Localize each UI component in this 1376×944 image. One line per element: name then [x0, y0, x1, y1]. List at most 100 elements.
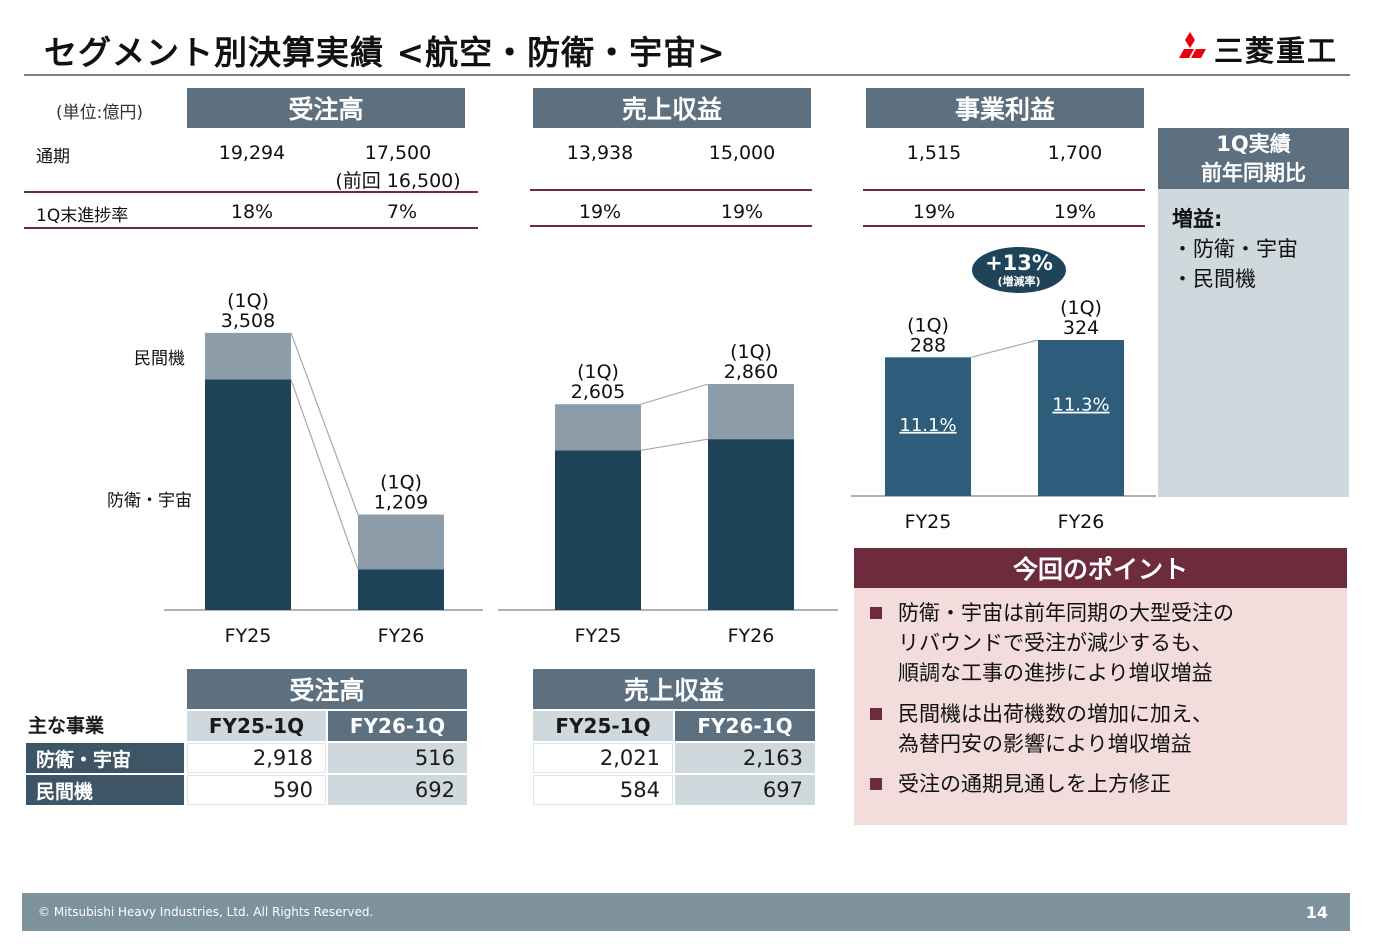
page-number: 14: [1305, 902, 1328, 922]
footer: © Mitsubishi Heavy Industries, Ltd. All …: [22, 893, 1350, 931]
x-tick-label: FY25: [225, 625, 272, 647]
revenue-defense-fy26: 2,163: [675, 743, 815, 773]
yoy-panel-body: 増益: ・防衛・宇宙 ・民間機: [1172, 204, 1298, 294]
yoy-head-line1: 1Q実績: [1216, 131, 1291, 156]
margin-label: 11.3%: [1052, 395, 1109, 416]
bar-segment: [708, 439, 794, 610]
profit-header: 事業利益: [866, 88, 1144, 128]
orders-fy25-progress: 18%: [230, 201, 274, 223]
key-points-body: 防衛・宇宙は前年同期の大型受注の リバウンドで受注が減少するも、 順調な工事の進…: [854, 588, 1347, 825]
total-label-prefix: (1Q): [380, 472, 422, 494]
x-tick-label: FY26: [728, 625, 775, 647]
connector-line: [640, 383, 709, 405]
revenue-fy26-progress: 19%: [720, 201, 764, 223]
bar-segment: [358, 569, 444, 610]
yoy-panel-header: 1Q実績 前年同期比: [1158, 128, 1349, 189]
company-logo: 三菱重工: [1172, 28, 1338, 70]
total-label: 1,209: [374, 492, 428, 514]
orders-civil-fy26: 692: [328, 775, 467, 805]
logo-text: 三菱重工: [1214, 34, 1339, 68]
connector-line: [640, 438, 709, 451]
bullet-square-icon: [870, 778, 882, 790]
orders-defense-fy26: 516: [328, 743, 467, 773]
col-fy25-1q: FY25-1Q: [187, 711, 326, 741]
orders-header: 受注高: [187, 88, 465, 128]
three-diamonds-icon: [1179, 32, 1206, 58]
bar: [1038, 339, 1124, 496]
title-divider: [24, 74, 1350, 76]
total-label-prefix: (1Q): [227, 290, 269, 312]
orders-fy25-full: 19,294: [218, 142, 286, 164]
bar-segment: [358, 514, 444, 570]
bar-segment: [205, 332, 291, 380]
revenue-defense-fy25: 2,021: [533, 743, 673, 773]
total-label-prefix: (1Q): [577, 361, 619, 383]
total-label: 324: [1063, 317, 1099, 339]
total-label: 3,508: [221, 310, 275, 332]
total-label-prefix: (1Q): [730, 341, 772, 363]
key-point: 民間機は出荷機数の増加に加え、 為替円安の影響により増収増益: [870, 699, 1213, 759]
seg-revenue-header: 売上収益: [533, 669, 815, 709]
page-title: セグメント別決算実績 <航空・防衛・宇宙>: [44, 33, 726, 72]
total-label: 2,605: [571, 381, 625, 403]
total-label-prefix: (1Q): [907, 314, 949, 336]
revenue-civil-fy26: 697: [675, 775, 815, 805]
row-divider: [24, 191, 478, 193]
yoy-panel: [1158, 128, 1349, 497]
key-point: 防衛・宇宙は前年同期の大型受注の リバウンドで受注が減少するも、 順調な工事の進…: [870, 598, 1234, 688]
row-label-full-year: 通期: [36, 147, 70, 167]
yoy-item: ・民間機: [1172, 267, 1256, 291]
connector-line: [970, 339, 1039, 358]
total-label: 2,860: [724, 361, 778, 383]
orders-fy26-full: 17,500: [364, 142, 432, 164]
row-divider: [863, 225, 1145, 227]
row-civil-aircraft: 民間機: [26, 775, 184, 805]
x-tick-label: FY25: [905, 511, 952, 533]
bar-segment: [555, 450, 641, 610]
legend-civil-aircraft: 民間機: [134, 349, 185, 369]
profit-fy26-progress: 19%: [1053, 201, 1097, 223]
revenue-header: 売上収益: [533, 88, 811, 128]
connector-line: [290, 379, 359, 570]
bar: [885, 357, 971, 496]
revenue-fy26-full: 15,000: [708, 142, 776, 164]
col-fy25-1q: FY25-1Q: [533, 711, 673, 741]
growth-badge: +13% (増減率): [972, 247, 1066, 293]
orders-civil-fy25: 590: [187, 775, 326, 805]
profit-fy25-progress: 19%: [912, 201, 956, 223]
orders-defense-fy25: 2,918: [187, 743, 326, 773]
revenue-fy25-full: 13,938: [566, 142, 634, 164]
x-tick-label: FY26: [1058, 511, 1105, 533]
bar-segment: [205, 379, 291, 610]
bullet-square-icon: [870, 708, 882, 720]
main-business-label: 主な事業: [28, 715, 105, 737]
growth-value: +13%: [985, 251, 1053, 275]
profit-fy26-full: 1,700: [1047, 142, 1103, 164]
margin-label: 11.1%: [899, 415, 956, 436]
revenue-civil-fy25: 584: [533, 775, 673, 805]
yoy-item: ・防衛・宇宙: [1172, 237, 1298, 261]
x-tick-label: FY25: [575, 625, 622, 647]
connector-line: [290, 332, 359, 515]
col-fy26-1q: FY26-1Q: [675, 711, 815, 741]
unit-label: (単位:億円): [56, 103, 143, 123]
total-label-prefix: (1Q): [1060, 297, 1102, 319]
revenue-fy25-progress: 19%: [578, 201, 622, 223]
orders-fy26-progress: 7%: [386, 201, 418, 223]
bar-segment: [708, 384, 794, 440]
x-tick-label: FY26: [378, 625, 425, 647]
copyright: © Mitsubishi Heavy Industries, Ltd. All …: [38, 905, 374, 919]
bullet-square-icon: [870, 607, 882, 619]
key-point: 受注の通期見通しを上方修正: [870, 769, 1171, 799]
growth-caption: (増減率): [997, 275, 1041, 288]
row-divider: [530, 225, 812, 227]
seg-orders-header: 受注高: [187, 669, 467, 709]
row-divider: [530, 189, 812, 191]
orders-fy26-previous: (前回 16,500): [335, 170, 461, 192]
row-defense-space: 防衛・宇宙: [26, 743, 184, 773]
row-label-progress: 1Q末進捗率: [36, 206, 129, 226]
